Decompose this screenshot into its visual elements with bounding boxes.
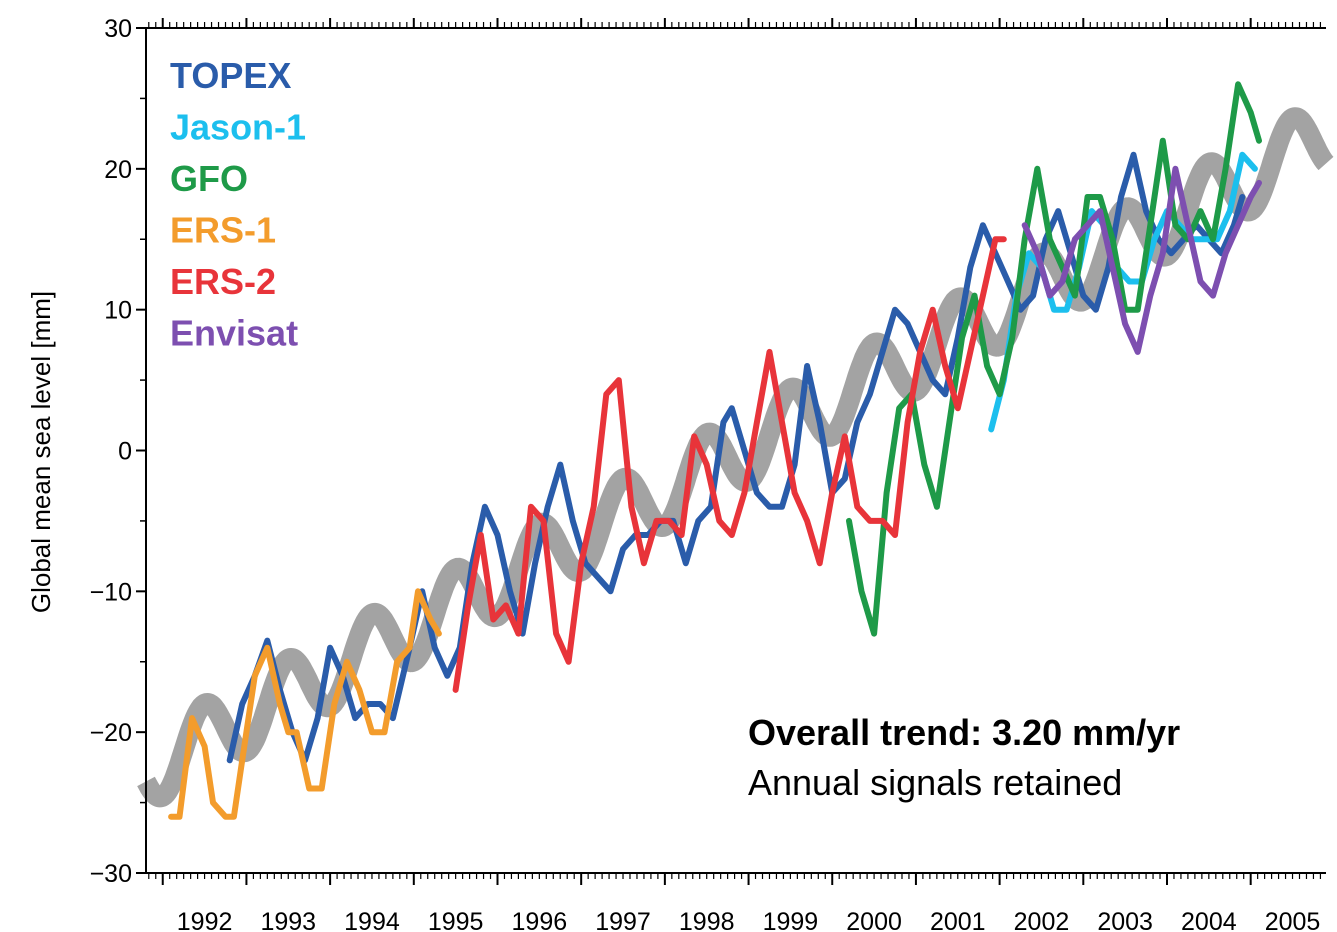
y-tick-label: 0 xyxy=(118,438,132,466)
legend-item: Envisat xyxy=(170,313,298,354)
y-tick-label: 30 xyxy=(104,15,132,43)
x-tick-label: 1998 xyxy=(679,908,735,932)
x-tick-label: 1995 xyxy=(428,908,484,932)
legend-item: GFO xyxy=(170,158,248,199)
x-tick-label: 1997 xyxy=(595,908,651,932)
legend-item: TOPEX xyxy=(170,55,291,96)
x-tick-label: 2005 xyxy=(1265,908,1321,932)
x-tick-label: 2001 xyxy=(930,908,986,932)
series-line-ers-2 xyxy=(452,236,1007,693)
y-tick-label: 10 xyxy=(104,297,132,325)
series-line-gfo xyxy=(846,81,1262,637)
trend-annotation: Overall trend: 3.20 mm/yr xyxy=(748,712,1180,753)
series-line-envisat xyxy=(1021,165,1262,355)
y-tick-label: 20 xyxy=(104,156,132,184)
legend-item: Jason-1 xyxy=(170,107,306,148)
y-tick-label: −10 xyxy=(90,578,132,606)
axes: −30 −20 −10 0 10 20 30 1992 1993 1994 1995 1996 1997… xyxy=(90,15,1326,932)
x-tick-label: 2000 xyxy=(846,908,902,932)
x-tick-label: 2002 xyxy=(1014,908,1070,932)
legend: TOPEX Jason-1 GFO ERS-1 ERS-2 Envisat xyxy=(170,55,306,354)
series-line-ers-1 xyxy=(168,588,442,820)
legend-item: ERS-1 xyxy=(170,210,276,251)
x-tick-label: 1996 xyxy=(512,908,568,932)
x-tick-label: 1993 xyxy=(260,908,316,932)
x-tick-label: 1994 xyxy=(344,908,400,932)
x-tick-label: 1992 xyxy=(177,908,233,932)
y-tick-label: −30 xyxy=(90,860,132,888)
x-tick-label: 2004 xyxy=(1181,908,1237,932)
y-axis-label: Global mean sea level [mm] xyxy=(26,291,56,613)
annual-signal-annotation: Annual signals retained xyxy=(748,762,1122,803)
y-tick-label: −20 xyxy=(90,719,132,747)
series-lines xyxy=(168,81,1262,820)
x-tick-label: 2003 xyxy=(1097,908,1153,932)
x-tick-label: 1999 xyxy=(763,908,819,932)
legend-item: ERS-2 xyxy=(170,261,276,302)
